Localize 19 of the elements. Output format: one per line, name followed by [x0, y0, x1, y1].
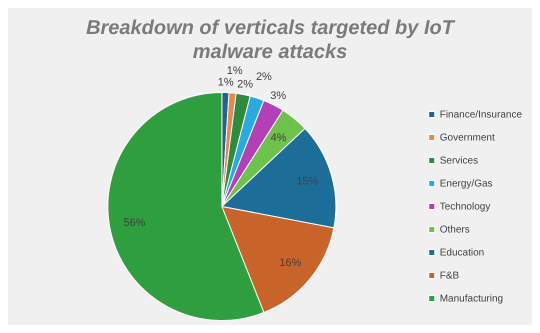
data-label: 56% [124, 217, 146, 230]
chart-title: Breakdown of verticals targeted by IoT malware attacks [85, 16, 456, 65]
data-label: 2% [256, 71, 272, 84]
legend-label: Others [440, 224, 470, 236]
legend-label: Technology [440, 201, 490, 212]
data-label: 16% [279, 257, 302, 270]
data-label: 4% [270, 132, 287, 144]
legend-label: F&B [440, 270, 460, 282]
legend-label: Education [440, 247, 484, 258]
legend-label: Finance/Insurance [440, 109, 522, 120]
data-label: 15% [296, 176, 318, 188]
legend-label: Energy/Gas [440, 178, 493, 190]
legend-label: Manufacturing [440, 293, 504, 304]
legend-label: Services [440, 155, 478, 166]
data-label: 3% [270, 90, 286, 102]
legend-label: Government [440, 132, 495, 144]
data-label: 1% [218, 76, 234, 89]
data-label: 2% [237, 78, 254, 91]
data-label: 1% [226, 65, 243, 78]
